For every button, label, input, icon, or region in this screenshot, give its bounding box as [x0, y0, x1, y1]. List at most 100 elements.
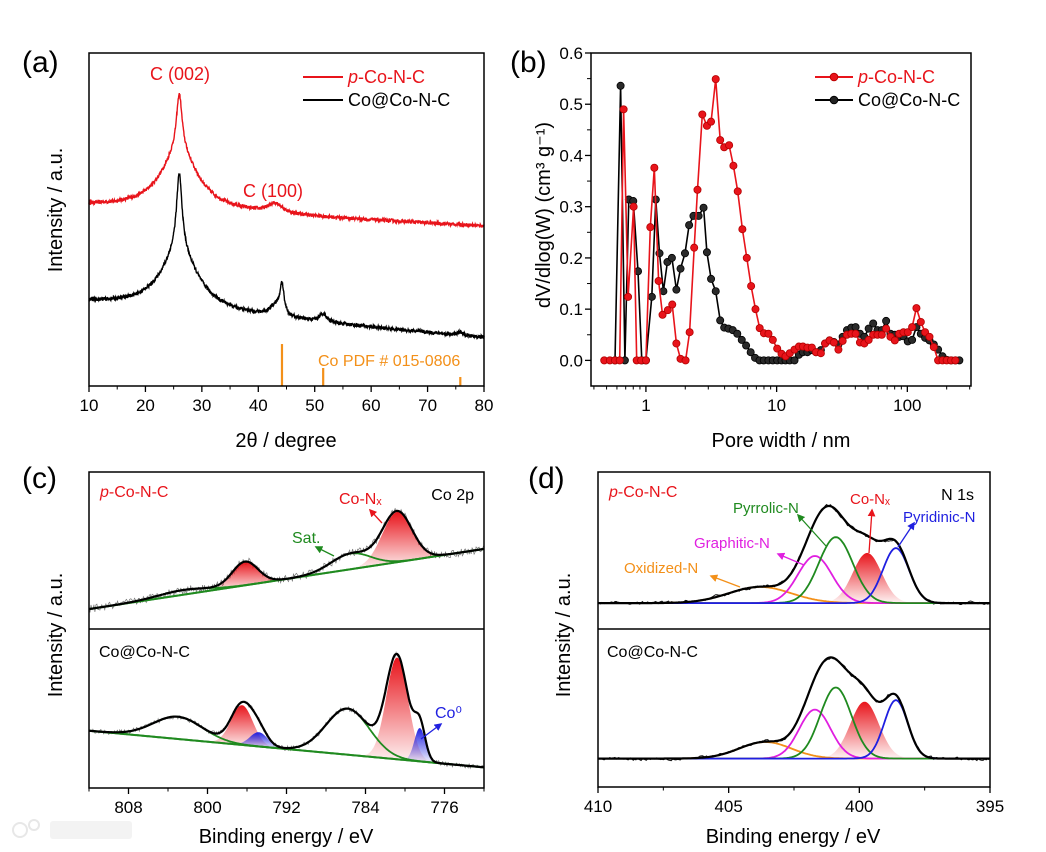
envelope-fit [89, 509, 484, 611]
x-axis-c: 808 800 792 784 776 [88, 788, 485, 817]
arrow-sat [314, 546, 335, 557]
data-point-p-co-n-c [912, 304, 921, 313]
reference-label: Co PDF # 015-0806 [318, 353, 460, 370]
panel-label-c: (c) [22, 462, 57, 495]
panel-label-d: (d) [528, 462, 565, 495]
legend-marker-black [829, 95, 839, 105]
x-axis-d: 410 405 400 395 [584, 787, 1004, 816]
data-point-p-co-n-c [738, 225, 747, 234]
data-point-p-co-n-c [711, 75, 720, 84]
data-point-p-co-n-c [716, 136, 725, 145]
data-point-p-co-n-c [908, 323, 917, 332]
envelope-fit [89, 652, 484, 769]
annotation-c100: C (100) [243, 181, 303, 201]
fitted-peak-fill [401, 728, 439, 764]
data-point-p-co-n-c [929, 343, 938, 352]
xrd-pattern-p-co-n-c [88, 92, 485, 229]
arrow-co-nx [368, 508, 383, 524]
data-point-p-co-n-c [890, 336, 899, 345]
legend-label-co-co-n-c: Co@Co-N-C [858, 90, 960, 110]
data-point-p-co-n-c [663, 306, 672, 315]
data-point-co-co-n-c [685, 221, 694, 230]
x-tick-label: 100 [893, 396, 921, 415]
data-point-co-co-n-c [742, 341, 751, 350]
x-tick-label: 808 [114, 798, 142, 817]
data-point-co-co-n-c [869, 319, 878, 328]
data-point-co-co-n-c [711, 287, 720, 296]
x-tick-label: 50 [305, 396, 324, 415]
data-point-co-co-n-c [851, 323, 860, 332]
data-point-co-co-n-c [707, 274, 716, 283]
x-axis-title-c: Binding energy / eV [199, 826, 374, 848]
data-point-p-co-n-c [672, 339, 681, 348]
region-label-co2p: Co 2p [431, 487, 474, 504]
legend-a: p-Co-N-C Co@Co-N-C [303, 67, 450, 110]
y-tick-label: 0.5 [559, 95, 583, 114]
y-axis-title-a: Intensity / a.u. [45, 148, 67, 273]
x-tick-label: 20 [136, 396, 155, 415]
watermark-logo [12, 819, 132, 839]
fitted-peak-fill [817, 552, 917, 604]
legend-label-p-co-n-c: p-Co-N-C [857, 67, 935, 87]
annotation-sat: Sat. [292, 530, 320, 547]
x-tick-label: 405 [714, 797, 742, 816]
data-point-co-co-n-c [790, 356, 799, 365]
series-line-co-co-n-c [614, 85, 960, 362]
n1s-plot-area [598, 503, 990, 762]
x-tick-label: 395 [976, 797, 1004, 816]
fitted-peak-fill [814, 701, 915, 759]
data-point-p-co-n-c [615, 356, 624, 365]
x-tick-label: 10 [80, 396, 99, 415]
data-point-co-co-n-c [672, 285, 681, 294]
x-axis-a: 10 20 30 40 50 60 70 80 [80, 386, 493, 415]
fitted-component-line [598, 708, 990, 760]
y-tick-label: 0.3 [559, 198, 583, 217]
x-tick-label: 400 [845, 797, 873, 816]
data-point-p-co-n-c [698, 110, 707, 119]
legend-label-p-co-n-c: p-Co-N-C [347, 67, 425, 87]
envelope-fit [598, 504, 990, 605]
x-axis-title-a: 2θ / degree [235, 430, 336, 452]
annotation-oxidized-n: Oxidized-N [624, 560, 698, 577]
data-point-p-co-n-c [925, 332, 934, 341]
data-point-p-co-n-c [668, 300, 677, 309]
x-axis-title-d: Binding energy / eV [706, 826, 881, 848]
x-tick-label: 776 [430, 798, 458, 817]
data-point-co-co-n-c [702, 248, 711, 257]
arrow-pyridinic-n [897, 521, 915, 548]
data-point-co-co-n-c [733, 329, 742, 338]
data-point-p-co-n-c [864, 335, 873, 344]
annotation-co-nx: Co-Nₓ [339, 491, 382, 508]
data-point-p-co-n-c [654, 276, 663, 285]
x-axis-title-b: Pore width / nm [712, 430, 851, 452]
legend-label-co-co-n-c: Co@Co-N-C [348, 90, 450, 110]
data-point-p-co-n-c [707, 117, 716, 126]
data-point-p-co-n-c [903, 328, 912, 337]
data-point-p-co-n-c [733, 187, 742, 196]
raw-spectrum [598, 657, 990, 762]
legend-marker-red [829, 72, 839, 82]
data-point-p-co-n-c [624, 292, 633, 301]
data-point-p-co-n-c [725, 141, 734, 150]
annotation-c002: C (002) [150, 64, 210, 84]
annotation-pyrrolic-n: Pyrrolic-N [733, 500, 799, 517]
data-point-p-co-n-c [747, 282, 756, 291]
data-point-p-co-n-c [851, 329, 860, 338]
data-point-p-co-n-c [768, 335, 777, 344]
legend-b: p-Co-N-C Co@Co-N-C [815, 67, 960, 110]
co2p-plot-area [89, 507, 484, 770]
panel-d: (d) 410 405 400 395 Binding energy / eV Int… [528, 462, 1004, 848]
arrow-oxidized-n [709, 574, 741, 588]
panel-b: (b) 0.0 0.1 0.2 0.3 0.4 0.5 0.6 1 10 100 Pore wid… [510, 44, 972, 452]
fitted-peak-fill [200, 561, 290, 593]
fitted-peak-fill [359, 657, 435, 763]
panel-c: (c) 808 800 792 784 776 Binding energy / eV … [22, 462, 485, 848]
data-point-p-co-n-c [751, 305, 760, 314]
data-point-co-co-n-c [680, 249, 689, 258]
y-tick-label: 0.4 [559, 146, 583, 165]
data-point-p-co-n-c [916, 317, 925, 326]
x-tick-label: 410 [584, 797, 612, 816]
region-label-n1s: N 1s [941, 487, 974, 504]
axes-b: 0.0 0.1 0.2 0.3 0.4 0.5 0.6 1 10 100 [559, 44, 971, 415]
